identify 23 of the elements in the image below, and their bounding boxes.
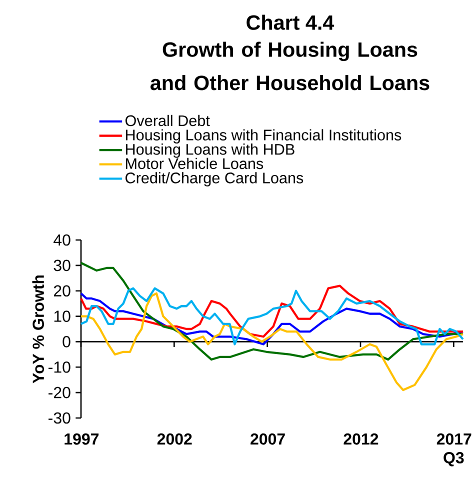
legend-label: Housing Loans with HDB [126,144,294,158]
x-tick-label: 2012 [344,433,378,445]
line-series [80,292,464,392]
y-tick-label: 10 [54,310,70,322]
y-tick-label: 0 [62,336,70,348]
y-tick-label: -30 [48,412,70,424]
line-series [80,262,464,361]
y-axis-title: YoY % Growth [32,275,44,384]
legend-label: Overall Debt [125,114,210,126]
y-tick-label: -20 [48,386,70,398]
x-tick-label: 2002 [157,433,192,445]
chart-subtitle: Growth of Housing Loans and Other Household Loans [150,42,429,90]
x-tick-label: 2007 [250,433,285,445]
legend-label: Credit/Charge Card Loans [125,172,303,186]
y-tick-label: -10 [48,361,70,373]
y-tick-label: 30 [54,260,70,272]
legend-label: Housing Loans with Financial Institutions [126,129,401,144]
y-tick-label: 20 [54,285,70,297]
x-tick-label: 2017 Q3 [436,433,471,466]
chart-title: Chart 4.4 [246,14,334,30]
legend-label: Motor Vehicle Loans [126,158,263,170]
y-tick-label: 40 [53,234,70,246]
x-tick-label: 1997 [64,433,98,445]
